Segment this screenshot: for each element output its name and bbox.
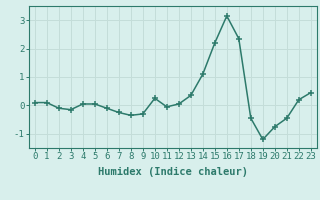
X-axis label: Humidex (Indice chaleur): Humidex (Indice chaleur): [98, 167, 248, 177]
